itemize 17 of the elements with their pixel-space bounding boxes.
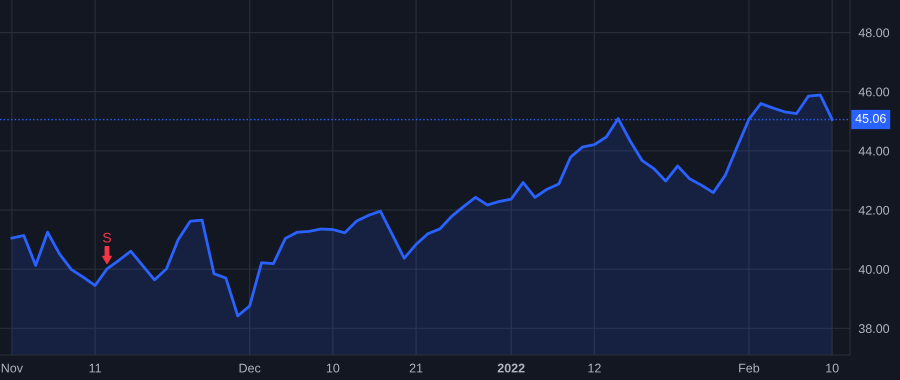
ref-line-label: 45.06 [855, 114, 886, 123]
x-tick-label: Feb [739, 363, 760, 373]
x-tick-label: 12 [588, 364, 601, 372]
y-tick-label: 46.00 [858, 88, 890, 96]
x-tick-label: 10 [326, 364, 340, 373]
y-tick-label: 40.00 [858, 265, 890, 274]
y-tick-label: 48.00 [858, 28, 890, 38]
x-tick-label: 21 [410, 364, 422, 372]
x-tick-label: 2022 [498, 364, 525, 373]
y-tick-label: 44.00 [858, 146, 890, 156]
annotation: S [102, 232, 111, 243]
y-tick-label: 38.00 [858, 324, 890, 334]
y-tick-label: 42.00 [858, 206, 890, 215]
x-tick-label: 11 [90, 364, 101, 372]
x-tick-label: Dec [240, 364, 260, 373]
x-tick-label: Nov [2, 364, 23, 373]
x-tick-label: 10 [826, 364, 839, 373]
